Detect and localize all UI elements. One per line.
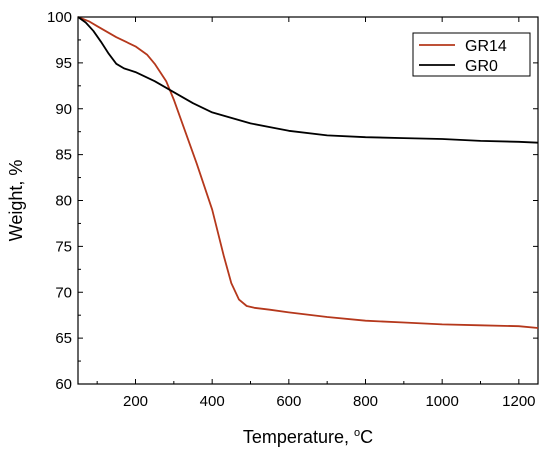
series-line-gr14 [77, 16, 539, 329]
series-group [77, 16, 539, 329]
y-tick-label: 90 [55, 101, 72, 118]
x-axis-title: Temperature, oC [243, 427, 373, 447]
x-tick-label: 400 [200, 393, 225, 410]
x-tick-label: 200 [123, 393, 148, 410]
legend-label: GR14 [465, 38, 507, 55]
legend-box [412, 32, 531, 77]
y-tick-label: 70 [55, 284, 72, 301]
y-tick-label: 85 [55, 147, 72, 164]
y-tick-label: 100 [47, 9, 72, 26]
y-axis-title: Weight, % [6, 160, 26, 242]
x-tick-label: 800 [353, 393, 378, 410]
y-tick-label: 60 [55, 376, 72, 393]
x-tick-label: 1000 [425, 393, 458, 410]
legend-label: GR0 [465, 58, 498, 75]
legend: GR14 GR0 [412, 32, 531, 77]
y-tick-label: 75 [55, 238, 72, 255]
series-line-gr0 [77, 16, 539, 144]
x-tick-label: 1200 [502, 393, 535, 410]
axes: 60 65 70 75 80 85 90 95 100 200 400 600 800 1000 1200 T… [6, 9, 538, 447]
y-tick-label: 95 [55, 55, 72, 72]
y-tick-label: 80 [55, 193, 72, 210]
x-tick-label: 600 [276, 393, 301, 410]
y-tick-label: 65 [55, 330, 72, 347]
